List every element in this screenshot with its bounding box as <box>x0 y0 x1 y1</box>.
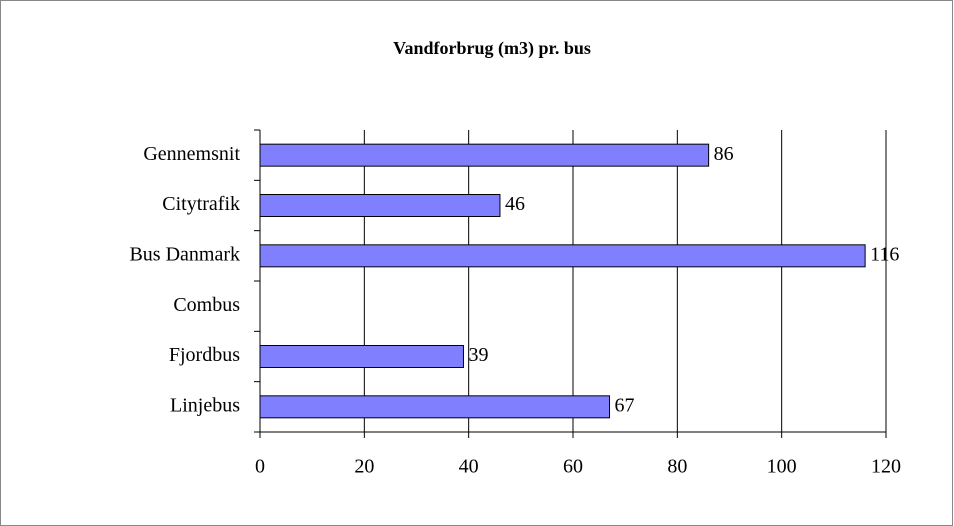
bar <box>259 143 710 167</box>
bar <box>259 244 866 268</box>
y-tick-label: Linjebus <box>170 394 240 416</box>
data-label: 46 <box>505 193 525 215</box>
chart-title: Vandforbrug (m3) pr. bus <box>393 38 591 59</box>
y-tick-label: Fjordbus <box>169 344 240 366</box>
data-label: 116 <box>870 243 899 265</box>
bar <box>259 345 464 368</box>
y-tick-label: Gennemsnit <box>143 143 240 165</box>
data-label: 67 <box>615 394 635 416</box>
x-tick-label: 60 <box>563 456 583 478</box>
bar <box>259 395 611 419</box>
y-tick-label: Bus Danmark <box>129 243 240 265</box>
x-tick-label: 120 <box>871 456 901 478</box>
x-tick-label: 80 <box>667 456 687 478</box>
x-tick-label: 0 <box>255 456 265 478</box>
y-tick-label: Combus <box>173 294 240 316</box>
data-label: 86 <box>714 143 734 165</box>
y-tick-label: Citytrafik <box>162 193 240 215</box>
bar <box>259 194 501 217</box>
x-tick-label: 20 <box>354 456 374 478</box>
x-tick-label: 40 <box>459 456 479 478</box>
data-label: 39 <box>468 344 488 366</box>
x-tick-label: 100 <box>767 456 797 478</box>
